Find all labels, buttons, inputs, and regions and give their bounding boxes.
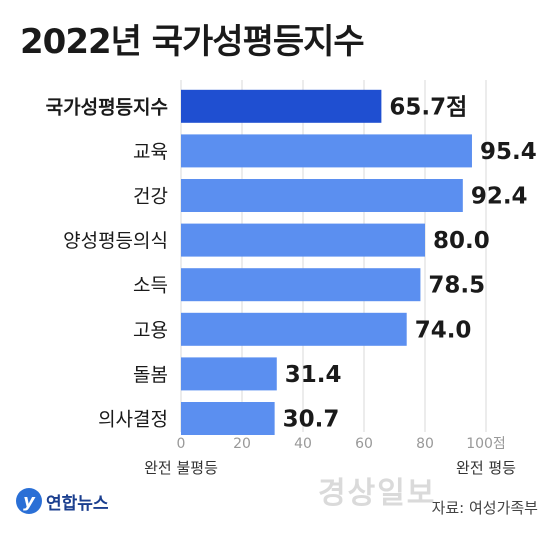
value-label: 78.5 <box>428 273 485 299</box>
tick-label: 80 <box>416 436 434 452</box>
axis-left-label: 완전 불평등 <box>144 459 218 477</box>
category-label: 교육 <box>133 141 168 163</box>
category-label: 고용 <box>133 319 168 341</box>
value-label: 92.4 <box>471 184 528 210</box>
category-label: 의사결정 <box>98 409 168 431</box>
value-label: 74.0 <box>415 317 472 343</box>
tick-label: 40 <box>294 436 312 452</box>
watermark: 경상일보 <box>318 476 437 511</box>
bar <box>181 312 407 346</box>
axis-right-label: 완전 평등 <box>456 459 516 477</box>
bar <box>181 402 275 435</box>
bar <box>181 268 421 302</box>
value-label: 95.4 <box>480 139 537 165</box>
publisher-logo: y 연합뉴스 <box>16 488 109 514</box>
logo-text: 연합뉴스 <box>46 493 109 514</box>
category-label: 건강 <box>133 186 168 208</box>
logo-icon: y <box>16 488 42 514</box>
tick-label: 20 <box>233 436 251 452</box>
tick-label: 60 <box>355 436 373 452</box>
tick-label: 100점 <box>466 436 506 452</box>
category-label: 돌봄 <box>133 364 168 386</box>
category-label: 국가성평등지수 <box>46 96 168 118</box>
chart-title: 2022년 국가성평등지수 <box>20 22 365 62</box>
value-label: 65.7점 <box>389 94 467 120</box>
category-label: 소득 <box>133 275 168 297</box>
tick-label: 0 <box>177 436 186 452</box>
bar <box>181 134 472 168</box>
value-label: 80.0 <box>433 228 490 254</box>
source-note: 자료: 여성가족부 <box>431 499 538 517</box>
bar <box>181 89 382 123</box>
value-label: 31.4 <box>285 362 342 388</box>
bar <box>181 223 425 257</box>
bar <box>181 179 463 212</box>
bar <box>181 357 277 391</box>
value-label: 30.7 <box>283 407 340 433</box>
category-label: 양성평등의식 <box>63 230 168 252</box>
